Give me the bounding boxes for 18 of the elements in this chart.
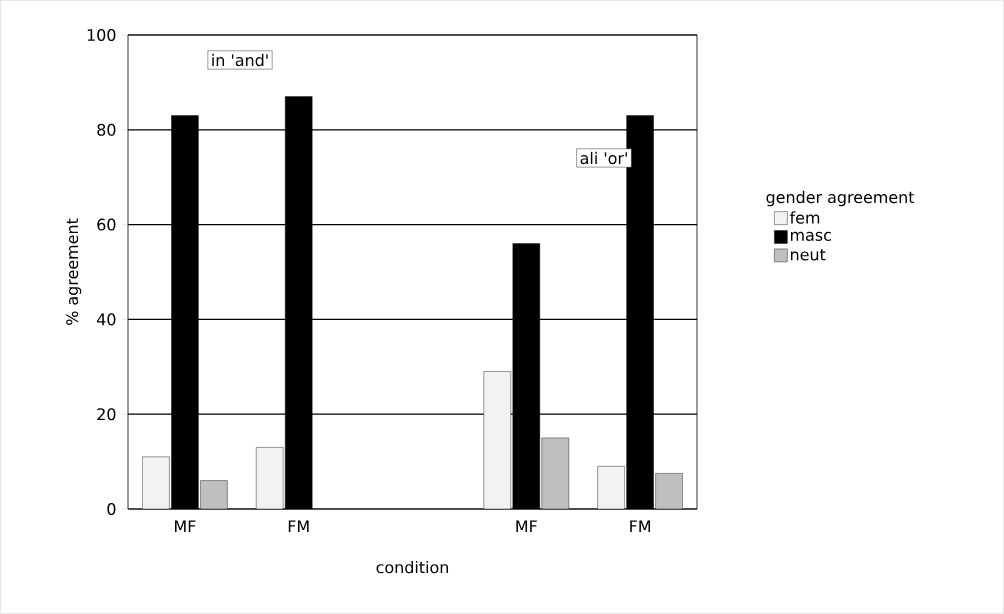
legend-label: fem <box>789 211 820 224</box>
x-tick-label: MF <box>175 520 196 533</box>
legend-label: masc <box>791 231 831 241</box>
y-tick-label: 40 <box>96 313 116 326</box>
x-axis-title: condition <box>376 560 449 574</box>
legend-title: gender agreement <box>766 190 915 207</box>
x-tick-label: MF <box>516 520 537 533</box>
y-tick-label: 60 <box>97 218 116 231</box>
annotation: ali 'or' <box>580 151 627 165</box>
x-tick-label: FM <box>630 520 650 533</box>
y-tick-label: 20 <box>97 408 116 421</box>
y-tick-label: 0 <box>107 502 116 516</box>
annotation: in 'and' <box>212 53 268 67</box>
x-tick-label: FM <box>288 520 309 533</box>
y-tick-label: 80 <box>97 123 116 136</box>
legend-label: neut <box>791 249 826 261</box>
y-axis-title: % agreement <box>66 218 82 325</box>
y-tick-label: 100 <box>87 28 116 41</box>
